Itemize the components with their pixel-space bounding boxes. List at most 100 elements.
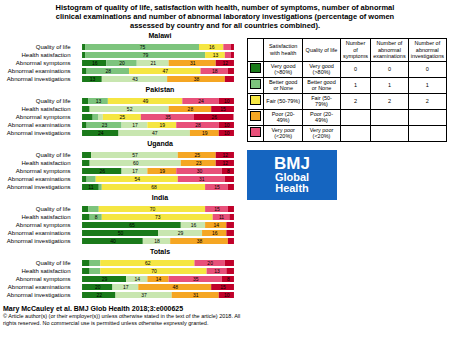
svg-text:47: 47 [163,68,169,74]
svg-text:Quality of life: Quality of life [36,98,71,104]
svg-text:38: 38 [197,238,203,244]
svg-text:26: 26 [211,114,217,120]
svg-text:Quality of life: Quality of life [36,260,71,266]
svg-text:Abnormal symptoms: Abnormal symptoms [16,168,71,174]
svg-text:26: 26 [100,168,106,174]
svg-text:Abnormal examinations: Abnormal examinations [8,230,71,236]
svg-text:Health satisfaction: Health satisfaction [21,106,70,112]
svg-text:29: 29 [178,230,184,236]
svg-text:15: 15 [220,106,226,112]
svg-text:37: 37 [141,292,147,298]
svg-text:29: 29 [102,276,108,282]
svg-text:Abnormal investigations: Abnormal investigations [7,292,71,298]
svg-text:22: 22 [96,292,102,298]
svg-text:24: 24 [198,98,204,104]
svg-text:Abnormal symptoms: Abnormal symptoms [16,222,71,228]
svg-text:16: 16 [92,60,98,66]
svg-text:50: 50 [118,230,124,236]
svg-text:52: 52 [127,106,133,112]
svg-text:40: 40 [110,238,116,244]
svg-text:17: 17 [123,284,129,290]
svg-text:21: 21 [150,60,156,66]
svg-text:8: 8 [95,214,98,220]
svg-text:28: 28 [106,68,112,74]
svg-text:15: 15 [214,184,220,190]
svg-text:8: 8 [227,276,230,282]
svg-text:25: 25 [120,114,126,120]
svg-text:43: 43 [132,76,138,82]
svg-text:30: 30 [197,168,203,174]
svg-text:16: 16 [212,230,218,236]
svg-text:25: 25 [194,152,200,158]
svg-text:47: 47 [152,130,158,136]
svg-text:28: 28 [188,106,194,112]
svg-text:65: 65 [129,222,135,228]
svg-text:Abnormal symptoms: Abnormal symptoms [16,114,71,120]
svg-text:14: 14 [134,276,140,282]
svg-text:Abnormal investigations: Abnormal investigations [7,76,71,82]
svg-text:13: 13 [96,98,102,104]
svg-text:28: 28 [195,122,201,128]
svg-text:Abnormal investigations: Abnormal investigations [7,130,71,136]
svg-text:57: 57 [132,152,138,158]
svg-text:70: 70 [150,206,156,212]
svg-text:Abnormal symptoms: Abnormal symptoms [16,60,71,66]
svg-text:15: 15 [220,284,226,290]
svg-text:18: 18 [154,238,160,244]
svg-text:15: 15 [214,206,220,212]
svg-text:70: 70 [151,268,157,274]
svg-text:11: 11 [88,184,93,190]
svg-text:35: 35 [193,276,199,282]
svg-text:10: 10 [224,98,230,104]
svg-text:10: 10 [224,122,230,128]
svg-text:Quality of life: Quality of life [36,206,71,212]
svg-text:14: 14 [156,276,162,282]
svg-text:12: 12 [223,152,229,158]
svg-text:73: 73 [155,214,161,220]
svg-text:Quality of life: Quality of life [36,44,71,50]
svg-text:Abnormal examinations: Abnormal examinations [8,284,71,290]
svg-text:Health satisfaction: Health satisfaction [21,214,70,220]
svg-text:12: 12 [223,160,229,166]
svg-text:68: 68 [151,184,157,190]
svg-text:10: 10 [224,292,230,298]
svg-text:Abnormal symptoms: Abnormal symptoms [16,276,71,282]
svg-text:8: 8 [227,168,230,174]
svg-text:48: 48 [172,284,178,290]
svg-text:19: 19 [160,122,166,128]
svg-text:31: 31 [193,292,199,298]
svg-text:19: 19 [160,168,166,174]
svg-text:75: 75 [140,44,146,50]
svg-text:Abnormal investigations: Abnormal investigations [7,238,71,244]
svg-text:31: 31 [199,176,205,182]
svg-text:17: 17 [132,168,138,174]
svg-text:Health satisfaction: Health satisfaction [21,52,70,58]
svg-text:18: 18 [212,68,218,74]
svg-text:Abnormal examinations: Abnormal examinations [8,122,71,128]
svg-text:Abnormal examinations: Abnormal examinations [8,176,71,182]
svg-text:20: 20 [207,260,213,266]
svg-text:Health satisfaction: Health satisfaction [21,268,70,274]
svg-text:14: 14 [213,222,219,228]
svg-text:13: 13 [213,52,219,58]
svg-text:Quality of life: Quality of life [36,152,71,158]
svg-text:31: 31 [190,60,196,66]
svg-text:79: 79 [143,52,149,58]
svg-text:35: 35 [165,114,171,120]
svg-text:16: 16 [209,44,215,50]
svg-text:23: 23 [196,160,202,166]
svg-text:20: 20 [95,284,101,290]
svg-text:62: 62 [145,260,151,266]
svg-text:60: 60 [133,160,139,166]
svg-text:24: 24 [98,130,104,136]
svg-text:11: 11 [219,214,224,220]
svg-text:23: 23 [102,122,108,128]
svg-text:16: 16 [191,222,197,228]
svg-text:20: 20 [119,60,125,66]
svg-text:Health satisfaction: Health satisfaction [21,160,70,166]
svg-text:49: 49 [143,98,149,104]
svg-text:13: 13 [90,76,96,82]
svg-text:13: 13 [214,268,220,274]
svg-text:38: 38 [194,76,200,82]
svg-text:12: 12 [223,60,229,66]
